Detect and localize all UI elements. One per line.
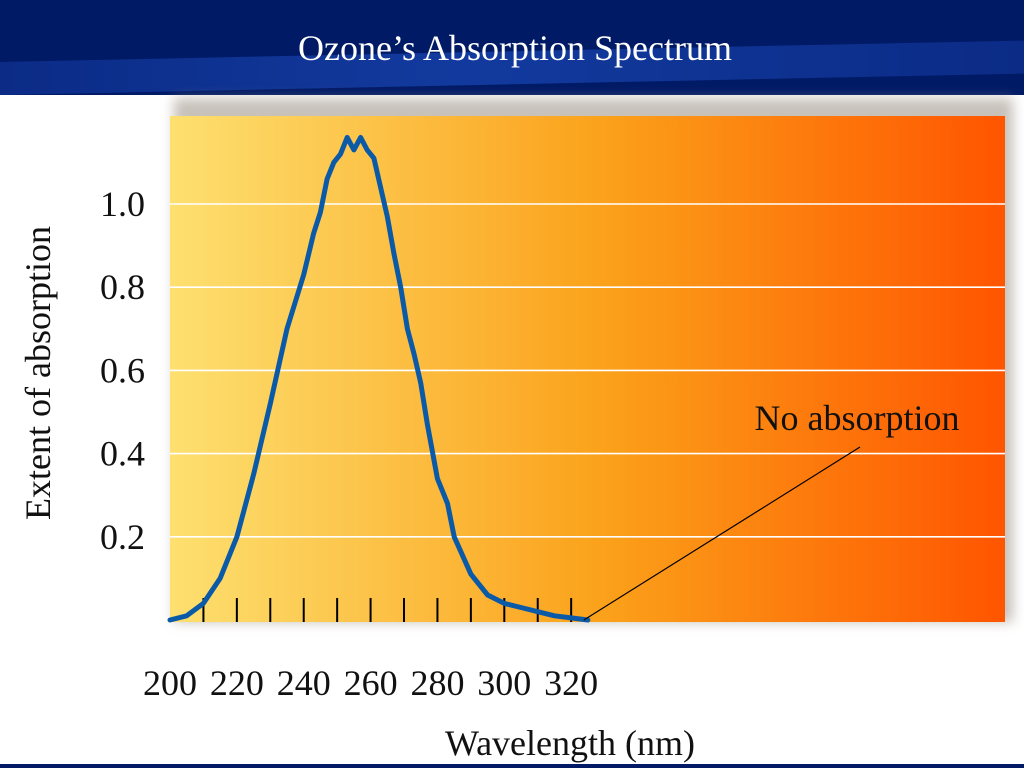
plot-background <box>170 116 1005 622</box>
absorption-chart: No absorption 0.2 0.4 0.6 0.8 1.0 200 220 240 2… <box>0 0 1024 768</box>
x-tick-label: 200 <box>143 663 197 703</box>
y-tick-label: 0.4 <box>100 434 145 474</box>
bottom-rule <box>0 764 1024 768</box>
x-tick-label: 280 <box>410 663 464 703</box>
x-tick-label: 260 <box>344 663 398 703</box>
x-axis-title: Wavelength (nm) <box>445 723 695 763</box>
y-axis-title: Extent of absorption <box>18 226 58 520</box>
annotation-label: No absorption <box>755 398 960 438</box>
x-tick-label: 240 <box>277 663 331 703</box>
x-tick-label: 300 <box>477 663 531 703</box>
y-tick-label: 0.2 <box>100 517 145 557</box>
y-tick-label: 1.0 <box>100 184 145 224</box>
y-tick-label: 0.6 <box>100 350 145 390</box>
y-tick-label: 0.8 <box>100 267 145 307</box>
x-tick-label: 320 <box>544 663 598 703</box>
x-tick-label: 220 <box>210 663 264 703</box>
